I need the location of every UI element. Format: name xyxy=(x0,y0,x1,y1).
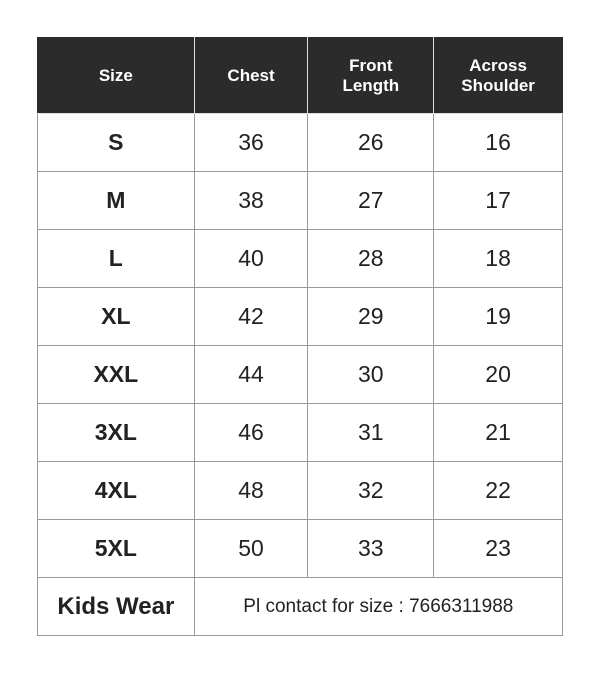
measure-cell: 44 xyxy=(193,345,309,404)
measure-cell: 22 xyxy=(433,461,563,520)
measure-cell: 23 xyxy=(433,519,563,578)
footer-row: Kids Wear Pl contact for size : 766631198… xyxy=(37,577,564,636)
row: S 36 26 16 xyxy=(37,113,563,172)
kids-cell: Kids Wear xyxy=(37,577,195,636)
measure-cell: 36 xyxy=(193,113,309,172)
row: XL 42 29 19 xyxy=(37,287,563,346)
size-cell: M xyxy=(37,171,195,230)
measure-cell: 31 xyxy=(307,403,435,462)
measure-cell: 32 xyxy=(307,461,435,520)
measure-cell: 40 xyxy=(193,229,309,288)
measure-cell: 48 xyxy=(193,461,309,520)
header-cell: Front Length xyxy=(307,37,435,114)
row: 3XL 46 31 21 xyxy=(37,403,563,462)
measure-cell: 27 xyxy=(307,171,435,230)
size-cell: 5XL xyxy=(37,519,195,578)
contact-cell: Pl contact for size : 7666311988 xyxy=(193,577,564,636)
measure-cell: 38 xyxy=(193,171,309,230)
measure-cell: 42 xyxy=(193,287,309,346)
header-cell: Chest xyxy=(193,37,309,114)
row: M 38 27 17 xyxy=(37,171,563,230)
measure-cell: 20 xyxy=(433,345,563,404)
measure-cell: 18 xyxy=(433,229,563,288)
measure-cell: 29 xyxy=(307,287,435,346)
measure-cell: 16 xyxy=(433,113,563,172)
row: L 40 28 18 xyxy=(37,229,563,288)
size-cell: XXL xyxy=(37,345,195,404)
size-cell: XL xyxy=(37,287,195,346)
size-chart: Size Chest Front Length Across Shoulder S 36 26… xyxy=(37,37,564,636)
row: XXL 44 30 20 xyxy=(37,345,563,404)
measure-cell: 50 xyxy=(193,519,309,578)
measure-cell: 26 xyxy=(307,113,435,172)
header-cell: Size xyxy=(37,37,195,114)
measure-cell: 46 xyxy=(193,403,309,462)
row: 4XL 48 32 22 xyxy=(37,461,563,520)
size-cell: 4XL xyxy=(37,461,195,520)
table-body: S 36 26 16 M 38 27 17 L 40 28 18 XL 42 29 19 XXL 44 30 20 3X… xyxy=(37,113,564,636)
measure-cell: 19 xyxy=(433,287,563,346)
measure-cell: 21 xyxy=(433,403,563,462)
size-cell: S xyxy=(37,113,195,172)
measure-cell: 17 xyxy=(433,171,563,230)
header-cell: Across Shoulder xyxy=(433,37,563,114)
measure-cell: 28 xyxy=(307,229,435,288)
size-cell: L xyxy=(37,229,195,288)
measure-cell: 30 xyxy=(307,345,435,404)
header-row: Size Chest Front Length Across Shoulder xyxy=(37,37,563,114)
size-cell: 3XL xyxy=(37,403,195,462)
row: 5XL 50 33 23 xyxy=(37,519,563,578)
measure-cell: 33 xyxy=(307,519,435,578)
